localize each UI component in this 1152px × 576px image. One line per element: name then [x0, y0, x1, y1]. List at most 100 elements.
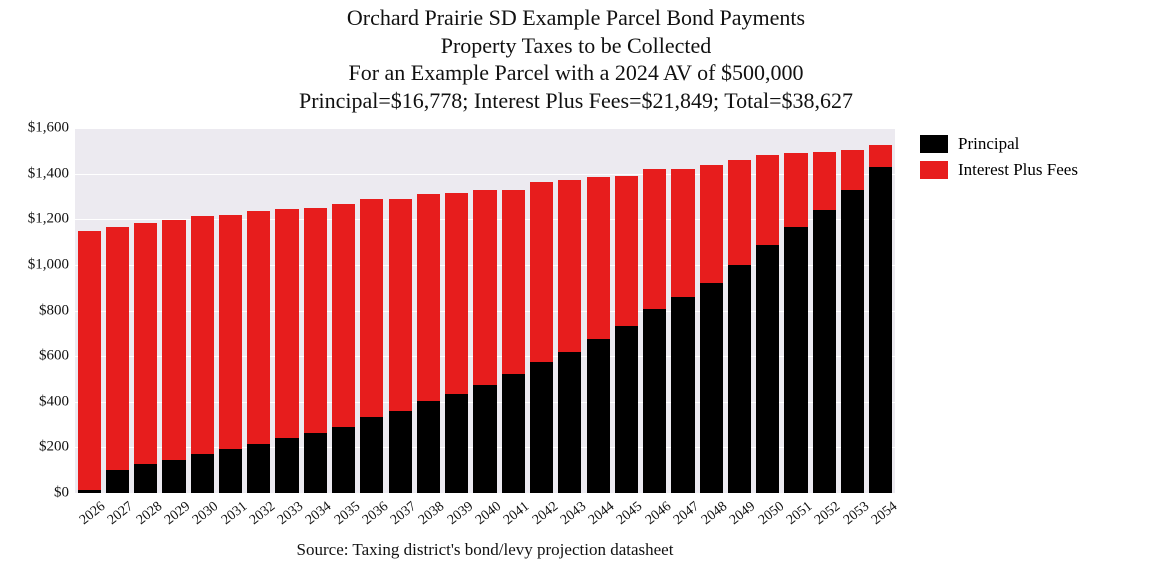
bar: [417, 128, 440, 493]
source-caption: Source: Taxing district's bond/levy proj…: [75, 540, 895, 560]
bar: [304, 128, 327, 493]
bar-segment-interest: [275, 209, 298, 438]
bar: [502, 128, 525, 493]
bar-segment-principal: [473, 385, 496, 493]
bar-segment-principal: [869, 167, 892, 493]
bar: [275, 128, 298, 493]
y-tick-label: $1,200: [28, 211, 69, 228]
bar-segment-interest: [360, 199, 383, 417]
bar-segment-principal: [389, 411, 412, 493]
y-tick-label: $400: [39, 393, 69, 410]
bar: [700, 128, 723, 493]
bar: [615, 128, 638, 493]
plot-area: [75, 128, 895, 493]
chart-title-line: For an Example Parcel with a 2024 AV of …: [0, 59, 1152, 87]
bar-segment-principal: [813, 210, 836, 493]
bar-segment-interest: [643, 169, 666, 309]
bar-segment-principal: [671, 297, 694, 493]
legend: Principal Interest Plus Fees: [920, 134, 1078, 186]
bar-segment-interest: [700, 165, 723, 284]
bar-segment-principal: [587, 339, 610, 493]
bar-segment-interest: [756, 155, 779, 245]
bar-segment-interest: [445, 193, 468, 394]
bar-segment-principal: [275, 438, 298, 493]
bar-segment-interest: [191, 216, 214, 454]
bar: [841, 128, 864, 493]
bar: [558, 128, 581, 493]
bar-segment-principal: [558, 352, 581, 493]
bar-segment-principal: [219, 449, 242, 493]
bar-segment-principal: [784, 227, 807, 493]
bar: [587, 128, 610, 493]
legend-label: Interest Plus Fees: [958, 160, 1078, 180]
bar-segment-principal: [502, 374, 525, 493]
bars-layer: [75, 128, 895, 493]
y-tick-label: $1,400: [28, 165, 69, 182]
bar-segment-principal: [841, 190, 864, 493]
bar-segment-principal: [106, 470, 129, 493]
bar-segment-interest: [473, 190, 496, 385]
bar-segment-interest: [332, 204, 355, 426]
bar: [728, 128, 751, 493]
bar-segment-interest: [530, 182, 553, 362]
bar: [869, 128, 892, 493]
bar-segment-interest: [219, 215, 242, 449]
bar-segment-interest: [558, 180, 581, 351]
y-tick-label: $1,600: [28, 120, 69, 137]
bar: [389, 128, 412, 493]
y-tick-label: $600: [39, 348, 69, 365]
bar: [756, 128, 779, 493]
bar: [78, 128, 101, 493]
bar-segment-principal: [360, 417, 383, 493]
bar-segment-interest: [728, 160, 751, 265]
legend-item: Interest Plus Fees: [920, 160, 1078, 180]
bar: [134, 128, 157, 493]
chart-title-line: Orchard Prairie SD Example Parcel Bond P…: [0, 4, 1152, 32]
y-tick-label: $1,000: [28, 256, 69, 273]
bar-segment-interest: [162, 220, 185, 460]
bar: [332, 128, 355, 493]
bar-segment-principal: [756, 245, 779, 493]
bar: [162, 128, 185, 493]
chart-container: Orchard Prairie SD Example Parcel Bond P…: [0, 0, 1152, 576]
bar-segment-principal: [700, 283, 723, 493]
bar: [671, 128, 694, 493]
bar: [247, 128, 270, 493]
bar-segment-interest: [671, 169, 694, 297]
bar-segment-interest: [841, 150, 864, 190]
bar: [473, 128, 496, 493]
bar: [445, 128, 468, 493]
bar-segment-interest: [417, 194, 440, 400]
legend-label: Principal: [958, 134, 1019, 154]
bar-segment-principal: [615, 326, 638, 493]
bar-segment-principal: [728, 265, 751, 493]
bar-segment-principal: [417, 401, 440, 493]
x-axis: 2026202720282029203020312032203320342035…: [75, 493, 895, 543]
bar: [530, 128, 553, 493]
bar-segment-principal: [445, 394, 468, 493]
legend-item: Principal: [920, 134, 1078, 154]
bar-segment-principal: [134, 464, 157, 493]
bar: [219, 128, 242, 493]
bar-segment-interest: [78, 231, 101, 490]
bar-segment-interest: [502, 190, 525, 375]
legend-swatch: [920, 161, 948, 179]
bar-segment-interest: [304, 208, 327, 433]
bar-segment-interest: [134, 223, 157, 465]
bar-segment-principal: [191, 454, 214, 493]
bar-segment-interest: [813, 152, 836, 210]
bar-segment-interest: [106, 227, 129, 470]
bar-segment-interest: [247, 211, 270, 444]
y-axis: $0$200$400$600$800$1,000$1,200$1,400$1,6…: [0, 128, 75, 493]
bar-segment-principal: [247, 444, 270, 493]
bar: [784, 128, 807, 493]
bar-segment-principal: [530, 362, 553, 493]
bar: [360, 128, 383, 493]
bar-segment-principal: [304, 433, 327, 493]
y-tick-label: $200: [39, 439, 69, 456]
bar-segment-principal: [162, 460, 185, 493]
legend-swatch: [920, 135, 948, 153]
bar-segment-interest: [869, 145, 892, 167]
bar: [643, 128, 666, 493]
bar: [106, 128, 129, 493]
